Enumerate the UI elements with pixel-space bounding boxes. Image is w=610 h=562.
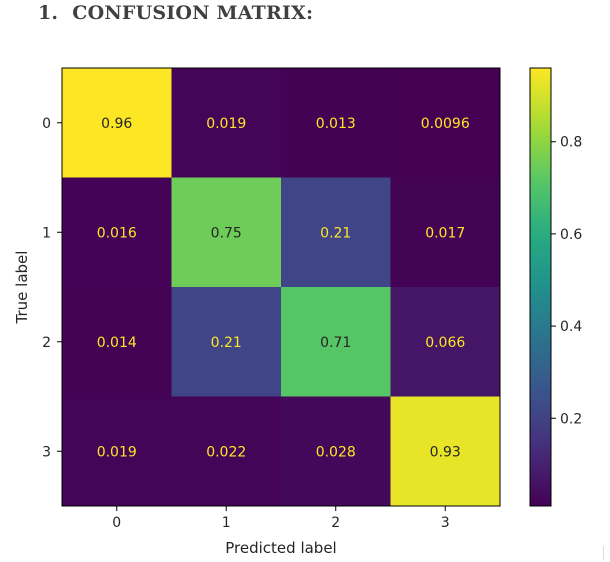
colorbar-tick-label-1: 0.4 (560, 319, 582, 335)
scroll-marker (603, 546, 604, 560)
matrix-cell-2-1 (171, 287, 282, 397)
cell-label-2-1: 0.21 (211, 335, 242, 351)
y-tick-label-3: 3 (42, 444, 51, 460)
x-axis-label: Predicted label (225, 539, 336, 557)
x-tick-label-0: 0 (112, 515, 121, 531)
y-axis-label: True label (13, 251, 31, 325)
cell-label-0-3: 0.0096 (421, 116, 470, 132)
matrix-cell-0-1 (171, 68, 282, 178)
section-title: CONFUSION MATRIX: (72, 2, 314, 24)
colorbar-bar (529, 67, 552, 507)
matrix-cell-3-2 (281, 396, 391, 507)
matrix-cell-3-3 (390, 396, 501, 507)
matrix-cell-2-0 (62, 287, 172, 397)
colorbar-tick-label-2: 0.6 (560, 227, 582, 243)
section-number: 1. (38, 2, 59, 24)
x-tick-label-3: 3 (441, 515, 450, 531)
cell-label-1-1: 0.75 (211, 225, 242, 241)
cell-label-0-0: 0.96 (101, 116, 132, 132)
cell-label-3-0: 0.019 (97, 444, 137, 460)
cell-label-3-2: 0.028 (316, 444, 356, 460)
axes: 0 1 2 3 0 1 2 3 Predicted label True label (13, 116, 450, 557)
cell-label-1-2: 0.21 (320, 225, 351, 241)
matrix-cell-2-3 (390, 287, 501, 397)
cell-label-0-2: 0.013 (316, 116, 356, 132)
matrix-cell-2-2 (281, 287, 391, 397)
section-heading: 1. CONFUSION MATRIX: (38, 2, 313, 24)
cell-label-3-3: 0.93 (430, 444, 461, 460)
matrix-cell-0-0 (62, 68, 172, 178)
matrix-cell-1-3 (390, 177, 501, 288)
cell-label-1-3: 0.017 (425, 225, 465, 241)
colorbar: 0.2 0.4 0.6 0.8 (529, 67, 582, 507)
matrix-cell-3-1 (171, 396, 282, 507)
cell-label-1-0: 0.016 (97, 225, 137, 241)
x-tick-label-1: 1 (222, 515, 231, 531)
matrix-cell-1-0 (62, 177, 172, 288)
x-tick-label-2: 2 (331, 515, 340, 531)
y-tick-label-2: 2 (42, 335, 51, 351)
cell-label-3-1: 0.022 (206, 444, 246, 460)
matrix-cells (62, 68, 501, 507)
cell-label-2-3: 0.066 (425, 335, 465, 351)
cell-label-2-2: 0.71 (320, 335, 351, 351)
matrix-cell-3-0 (62, 396, 172, 507)
cell-label-0-1: 0.019 (206, 116, 246, 132)
matrix-cell-labels: 0.96 0.019 0.013 0.0096 0.016 0.75 0.21 0.017 0.… (97, 116, 470, 461)
y-tick-label-1: 1 (42, 225, 51, 241)
matrix-cell-0-3 (390, 68, 501, 178)
matrix-cell-1-2 (281, 177, 391, 288)
matrix-cell-0-2 (281, 68, 391, 178)
cell-label-2-0: 0.014 (97, 335, 137, 351)
plot-frame (61, 67, 501, 507)
matrix-cell-1-1 (171, 177, 282, 288)
colorbar-tick-label-0: 0.2 (560, 411, 582, 427)
colorbar-tick-label-3: 0.8 (560, 135, 582, 151)
y-tick-label-0: 0 (42, 116, 51, 132)
